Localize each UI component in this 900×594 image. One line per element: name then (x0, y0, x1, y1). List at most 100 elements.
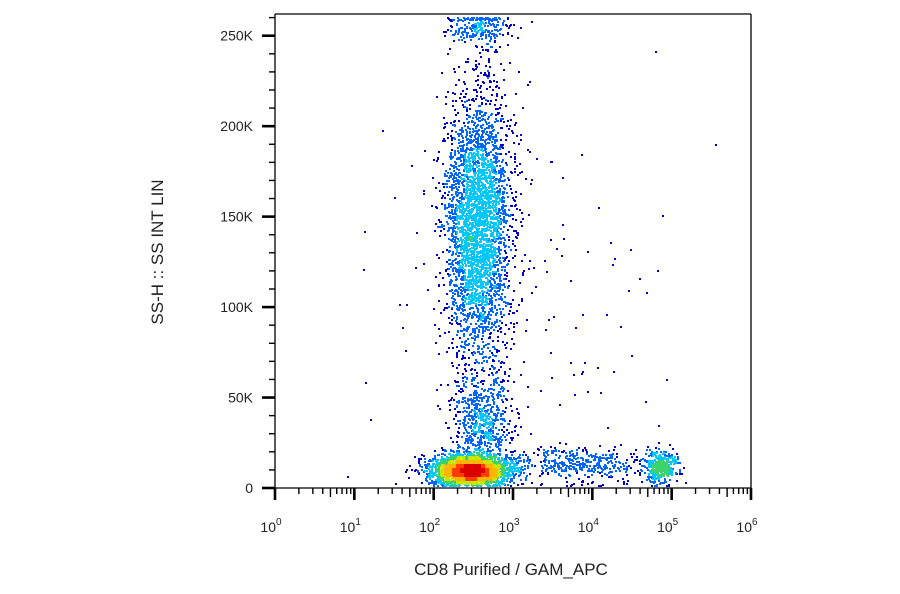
event-dot (498, 442, 500, 444)
event-dot (472, 225, 474, 227)
event-dot (474, 288, 476, 290)
event-dot (454, 293, 456, 295)
event-dot (488, 323, 490, 325)
event-dot (579, 467, 581, 469)
event-dot (450, 266, 452, 268)
event-dot (474, 181, 476, 183)
event-dot (498, 172, 500, 174)
event-dot (469, 276, 471, 278)
event-dot (504, 209, 506, 211)
event-dot (477, 320, 479, 322)
event-dot (488, 241, 490, 243)
event-dot (472, 354, 474, 356)
event-dot (440, 312, 442, 314)
event-dot (677, 456, 679, 458)
event-dot (480, 319, 482, 321)
event-dot (485, 65, 487, 67)
event-dot (469, 192, 471, 194)
event-dot (425, 479, 427, 481)
event-dot (654, 454, 656, 456)
event-dot (485, 421, 487, 423)
event-dot (459, 197, 461, 199)
event-dot (587, 459, 589, 461)
event-dot (646, 449, 648, 451)
event-dot (510, 405, 512, 407)
event-dot (637, 470, 639, 472)
event-dot (501, 293, 503, 295)
event-dot (478, 427, 480, 429)
event-dot (461, 39, 463, 41)
event-dot (498, 227, 500, 229)
event-dot (515, 473, 517, 475)
event-dot (476, 361, 478, 363)
event-dot (503, 426, 505, 428)
event-dot (464, 309, 466, 311)
event-dot (468, 199, 470, 201)
event-dot (467, 178, 469, 180)
event-dot (500, 212, 502, 214)
event-dot (448, 217, 450, 219)
event-dot (500, 153, 502, 155)
event-dot (448, 347, 450, 349)
event-dot (415, 469, 417, 471)
event-dot (493, 74, 495, 76)
event-dot (456, 318, 458, 320)
event-dot (452, 302, 454, 304)
event-dot (466, 118, 468, 120)
event-dot (459, 423, 461, 425)
event-dot (458, 152, 460, 154)
event-dot (455, 193, 457, 195)
event-dot (609, 471, 611, 473)
event-dot (669, 471, 671, 473)
event-dot (505, 347, 507, 349)
event-dot (418, 460, 420, 462)
event-dot (494, 37, 496, 39)
event-dot (488, 72, 490, 74)
event-dot (561, 469, 563, 471)
event-dot (562, 224, 564, 226)
event-dot (593, 471, 595, 473)
event-dot (444, 123, 446, 125)
event-dot (544, 461, 546, 463)
event-dot (662, 482, 664, 484)
event-dot (482, 183, 484, 185)
event-dot (474, 335, 476, 337)
event-dot (492, 432, 494, 434)
event-dot (551, 377, 553, 379)
event-dot (475, 264, 477, 266)
event-dot (444, 208, 446, 210)
event-dot (509, 475, 511, 477)
event-dot (502, 144, 504, 146)
event-dot (464, 272, 466, 274)
event-dot (417, 470, 419, 472)
event-dot (460, 292, 462, 294)
event-dot (485, 158, 487, 160)
event-dot (454, 408, 456, 410)
event-dot (487, 314, 489, 316)
event-dot (652, 481, 654, 483)
event-dot (478, 172, 480, 174)
event-dot (611, 462, 613, 464)
event-dot (489, 137, 491, 139)
event-dot (494, 348, 496, 350)
event-dot (521, 171, 523, 173)
event-dot (394, 197, 396, 199)
event-dot (478, 394, 480, 396)
event-dot (473, 139, 475, 141)
event-dot (470, 200, 472, 202)
event-dot (483, 281, 485, 283)
event-dot (466, 330, 468, 332)
event-dot (493, 285, 495, 287)
event-dot (485, 203, 487, 205)
event-dot (490, 295, 492, 297)
event-dot (500, 311, 502, 313)
event-dot (455, 302, 457, 304)
event-dot (509, 125, 511, 127)
event-dot (492, 430, 494, 432)
event-dot (485, 175, 487, 177)
event-dot (451, 130, 453, 132)
event-dot (498, 203, 500, 205)
event-dot (464, 83, 466, 85)
event-dot (631, 355, 633, 357)
event-dot (439, 408, 441, 410)
